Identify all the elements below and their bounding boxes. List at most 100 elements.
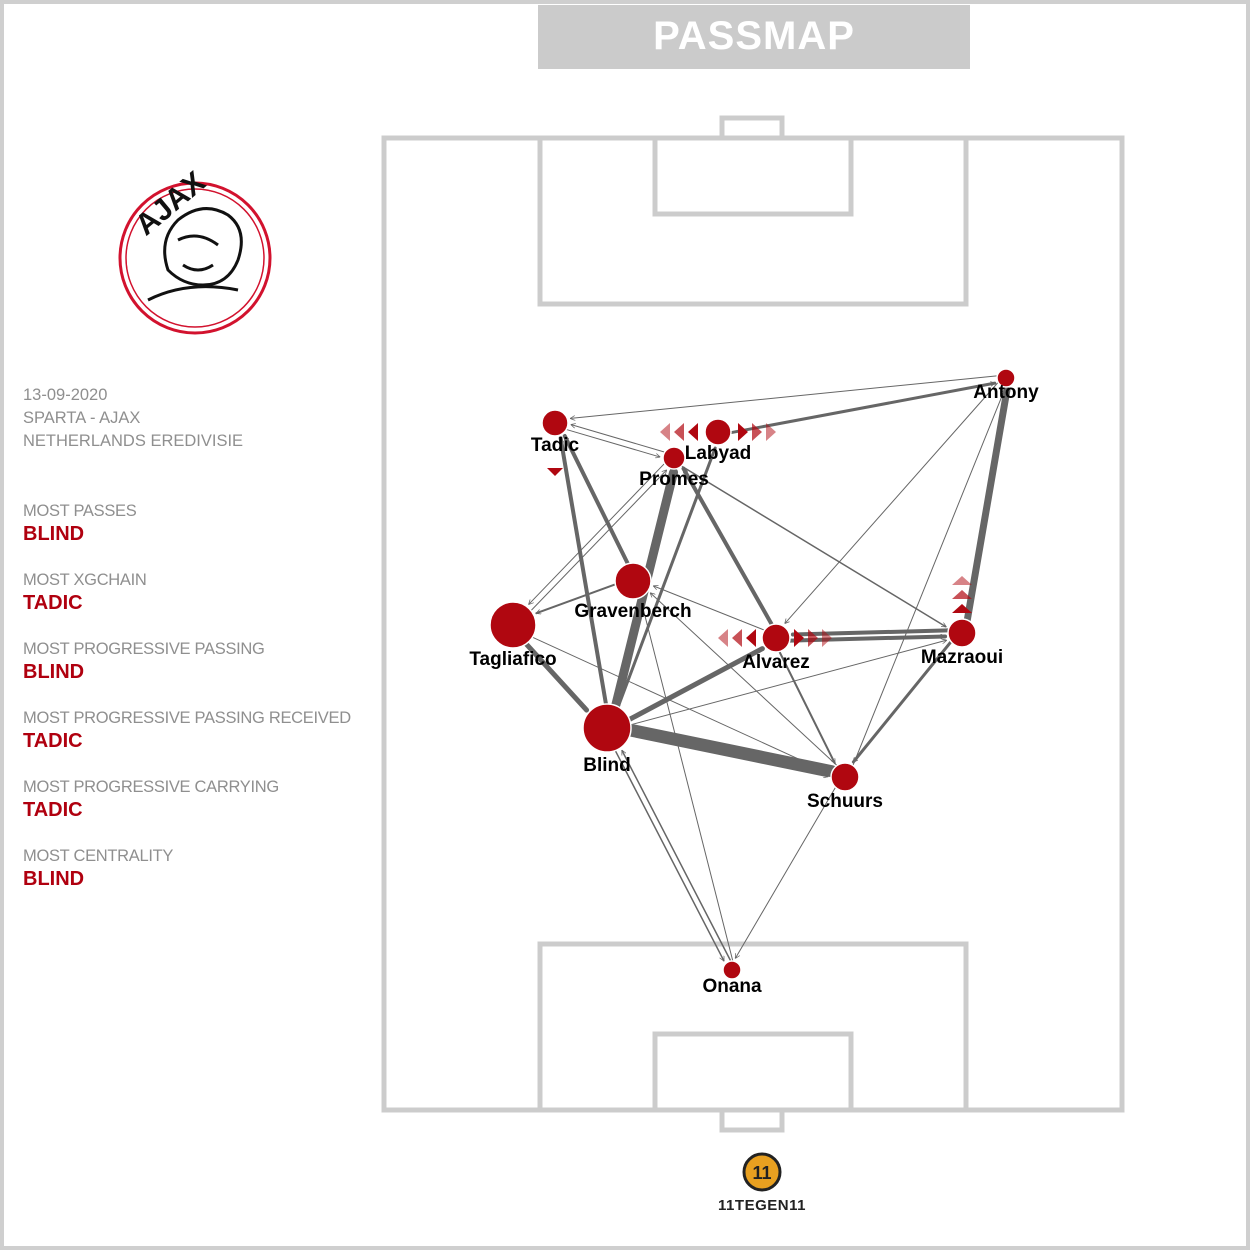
pass-edge-mazraoui-to-schuurs (851, 640, 953, 764)
pass-edge-tagliafico-to-schuurs (532, 636, 829, 772)
pass-edge-antony-to-alvarez (785, 382, 999, 624)
stat-label: MOST PROGRESSIVE PASSING (23, 640, 265, 658)
player-label: Schuurs (807, 791, 883, 812)
player-node-schuurs (830, 762, 860, 792)
stat-most-progressive-carrying: MOST PROGRESSIVE CARRYING TADIC (23, 777, 373, 823)
stat-value: BLIND (23, 523, 85, 545)
carry-arrow-icon (794, 629, 804, 647)
pass-edge-onana-to-blind (621, 751, 732, 962)
brand-icon: 11 (742, 1152, 782, 1192)
player-node-tadic (541, 409, 569, 437)
pass-edge-blind-to-alvarez (627, 646, 765, 722)
stat-value: BLIND (23, 868, 85, 890)
match-date: 13-09-2020 (23, 386, 108, 404)
brand-text: 11TEGEN11 (718, 1197, 806, 1214)
carry-arrow-icon (718, 629, 728, 647)
player-label: Promes (639, 469, 709, 490)
svg-text:11: 11 (752, 1163, 771, 1183)
stat-most-progressive-passing: MOST PROGRESSIVE PASSING BLIND (23, 639, 373, 685)
pass-edge-schuurs-to-onana (735, 787, 836, 959)
stat-most-progressive-received: MOST PROGRESSIVE PASSING RECEIVED TADIC (23, 708, 373, 754)
pass-edge-antony-to-tadic (571, 375, 998, 419)
pass-edge-schuurs-to-antony (852, 390, 1004, 766)
player-label: Tadic (531, 435, 580, 456)
carry-arrow-icon (808, 629, 818, 647)
player-label: Alvarez (742, 652, 810, 673)
pass-edge-promes-to-tagliafico (529, 463, 665, 604)
player-label: Labyad (685, 443, 752, 464)
carry-arrow-icon (674, 423, 684, 441)
brand-logo: 11 11TEGEN11 (712, 1152, 812, 1214)
player-label: Blind (583, 755, 631, 776)
pass-edge-labyad-to-antony (729, 383, 997, 435)
carry-arrow-icon (952, 576, 972, 585)
player-node-antony (996, 368, 1016, 388)
pass-edge-blind-to-mazraoui (630, 640, 946, 726)
pass-edge-promes-to-tadic (571, 425, 665, 453)
carry-arrow-icon (746, 629, 756, 647)
pass-edge-tagliafico-to-blind (523, 641, 590, 713)
pass-edge-blind-to-labyad (616, 446, 717, 709)
stat-value: TADIC (23, 592, 83, 614)
carry-arrow-icon (738, 423, 748, 441)
pitch-lines (381, 115, 1125, 1133)
player-label: Onana (702, 976, 762, 997)
pass-edge-onana-to-gravenberch (641, 601, 734, 962)
carry-arrow-icon (688, 423, 698, 441)
carry-arrow-icon (952, 590, 972, 599)
pass-edge-alvarez-to-gravenberch (654, 586, 765, 631)
player-label: Mazraoui (921, 647, 1003, 668)
stat-label: MOST PROGRESSIVE CARRYING (23, 778, 279, 796)
match-competition: NETHERLANDS EREDIVISIE (23, 432, 244, 450)
info-panel: 13-09-2020 SPARTA - AJAX NETHERLANDS ERE… (23, 384, 373, 915)
stat-label: MOST PROGRESSIVE PASSING RECEIVED (23, 709, 351, 727)
carry-markers (547, 423, 972, 647)
pass-edge-blind-to-onana (614, 749, 725, 961)
pass-edge-mazraoui-to-alvarez (790, 628, 950, 634)
pass-edge-gravenberch-to-tadic (562, 434, 630, 566)
pass-edge-schuurs-to-blind (628, 724, 838, 778)
stat-label: MOST PASSES (23, 502, 137, 520)
stat-most-xgchain: MOST XGCHAIN TADIC (23, 570, 373, 616)
carry-arrow-icon (752, 423, 762, 441)
player-node-gravenberch (614, 562, 652, 600)
stat-value: BLIND (23, 661, 85, 683)
stat-value: TADIC (23, 730, 83, 752)
pass-edge-blind-to-tadic (561, 436, 608, 706)
pass-edge-tadic-to-promes (566, 429, 660, 457)
match-fixture: SPARTA - AJAX (23, 409, 141, 427)
pass-edge-alvarez-to-schuurs (778, 650, 836, 763)
player-node-blind (582, 703, 632, 753)
player-node-mazraoui (947, 618, 977, 648)
player-label: Antony (973, 382, 1039, 403)
player-label: Gravenberch (574, 601, 691, 622)
pass-edge-gravenberch-to-tagliafico (536, 583, 617, 613)
player-nodes: Antony Tadic Labyad Promes Gravenberch Taglia… (469, 368, 1039, 997)
page-title: PASSMAP (538, 5, 970, 69)
player-node-onana (722, 960, 742, 980)
stat-most-passes: MOST PASSES BLIND (23, 501, 373, 547)
carry-arrow-icon (547, 468, 563, 476)
stat-label: MOST XGCHAIN (23, 571, 147, 589)
pass-edge-promes-to-mazraoui (681, 465, 946, 628)
player-node-promes (662, 446, 686, 470)
pass-edge-mazraoui-to-antony (963, 386, 1011, 624)
pass-edge-alvarez-to-promes (681, 466, 774, 627)
ajax-logo: AJAX (118, 170, 272, 335)
player-node-alvarez (761, 623, 791, 653)
player-node-labyad (704, 418, 732, 446)
pass-edge-alvarez-to-mazraoui (788, 636, 948, 643)
carry-arrow-icon (660, 423, 670, 441)
pass-edge-schuurs-to-gravenberch (650, 593, 838, 766)
pass-edge-tagliafico-to-promes (530, 470, 666, 612)
carry-arrow-icon (952, 604, 972, 613)
carry-arrow-icon (822, 629, 832, 647)
stat-value: TADIC (23, 799, 83, 821)
player-node-tagliafico (489, 601, 537, 649)
pass-edge-blind-to-schuurs (629, 735, 828, 777)
player-label: Tagliafico (469, 649, 556, 670)
stat-label: MOST CENTRALITY (23, 847, 174, 865)
